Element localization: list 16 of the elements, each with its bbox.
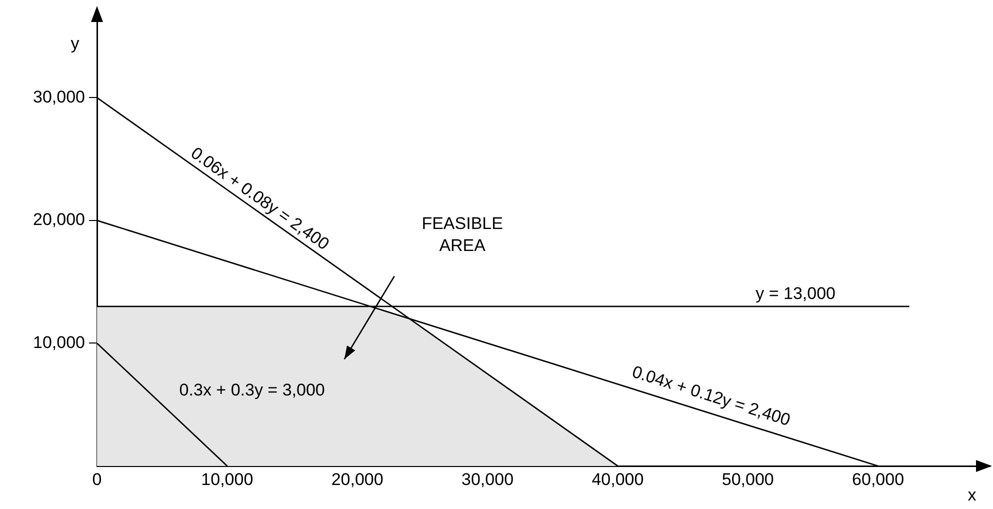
- x-tick-label: 20,000: [331, 470, 384, 489]
- y-tick-label: 10,000: [33, 332, 85, 352]
- y-axis-title: y: [70, 34, 80, 53]
- x-tick-label: 50,000: [722, 470, 774, 489]
- x-axis-title: x: [968, 486, 977, 505]
- y-tick-label: 20,000: [33, 210, 85, 230]
- series-label: 0.3x + 0.3y = 3,000: [179, 380, 325, 400]
- annotation: FEASIBLE AREA: [422, 214, 503, 255]
- x-tick-label: 10,000: [201, 470, 254, 489]
- x-tick-label: 40,000: [592, 470, 644, 489]
- series-label: y = 13,000: [756, 284, 836, 304]
- y-tick-label: 30,000: [33, 87, 85, 106]
- x-tick-label: 30,000: [462, 470, 514, 489]
- x-tick-label: 0: [92, 470, 102, 489]
- x-tick-label: 60,000: [852, 470, 904, 489]
- text: 0.04x + 0.12y = 2,400: [630, 362, 793, 430]
